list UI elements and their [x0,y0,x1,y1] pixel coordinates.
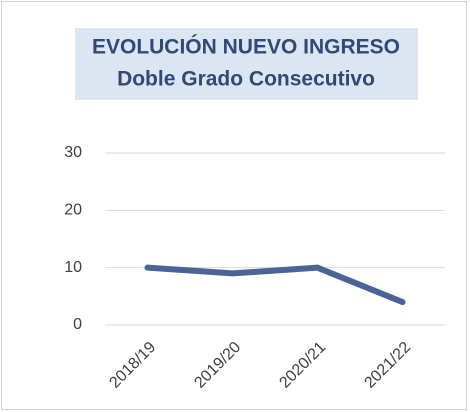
y-tick-label: 20 [64,202,82,219]
chart-subtitle: Doble Grado Consecutivo [117,68,375,91]
y-tick-label: 0 [73,316,82,333]
chart-title: EVOLUCIÓN NUEVO INGRESO [92,35,400,59]
title-box [75,28,418,100]
y-tick-label: 10 [64,259,82,276]
data-line [144,264,406,306]
y-tick-label: 30 [64,144,82,161]
